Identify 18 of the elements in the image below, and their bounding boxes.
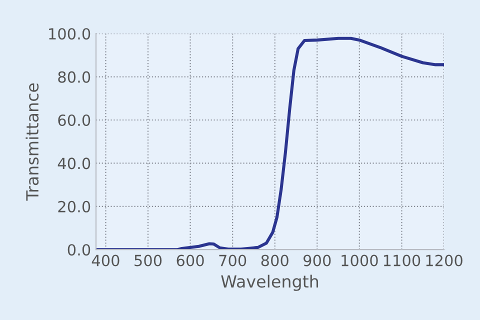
y-tick-label: 20.0	[58, 200, 90, 212]
y-tick-label: 100.0	[49, 28, 90, 40]
x-tick-label: 800	[261, 254, 288, 266]
y-axis-title: Transmittance	[26, 83, 39, 201]
x-tick-label: 400	[92, 254, 120, 266]
y-tick-label: 60.0	[58, 114, 90, 126]
y-tick-label: 0.0	[68, 244, 90, 256]
line-series	[96, 36, 444, 250]
y-tick-label: 80.0	[58, 71, 90, 83]
x-tick-label: 600	[176, 254, 204, 266]
x-tick-label: 900	[304, 254, 331, 266]
x-tick-label: 1000	[342, 254, 378, 266]
x-tick-label: 1100	[384, 254, 420, 266]
x-tick-label: 1200	[426, 254, 462, 266]
y-tick-label: 40.0	[58, 158, 90, 170]
x-tick-label: 500	[134, 254, 162, 266]
x-axis-title: Wavelength	[221, 274, 318, 291]
x-tick-label: 700	[219, 254, 246, 266]
